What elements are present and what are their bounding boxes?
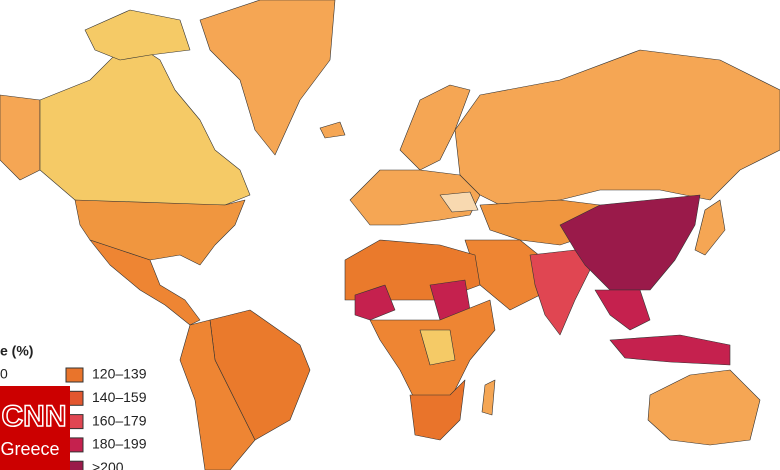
- mexico: [89, 239, 201, 326]
- russia: [454, 49, 780, 206]
- logo: CNN Greece: [0, 386, 70, 470]
- japan: [694, 199, 726, 256]
- legend-label: 0: [0, 366, 8, 382]
- legend-label: >200: [92, 459, 124, 470]
- scandinavia: [399, 84, 471, 171]
- legend-label: 160–179: [92, 412, 147, 428]
- legend-items: 120–139 140–159 160–179 180–199 >200: [65, 366, 147, 470]
- ukraine: [439, 191, 479, 213]
- legend-label: 140–159: [92, 389, 147, 405]
- sahel: [354, 284, 396, 321]
- indonesia: [609, 334, 731, 366]
- legend-swatch: [65, 367, 84, 383]
- legend-label: 180–199: [92, 436, 147, 452]
- legend: e (%) 0 120–139 140–159 160–179 180–199 >200: [0, 343, 147, 470]
- se-asia: [594, 289, 651, 331]
- southern-africa: [409, 379, 466, 441]
- alaska: [0, 94, 41, 181]
- logo-edition: Greece: [0, 439, 59, 459]
- congo: [419, 329, 456, 366]
- arctic-islands: [84, 9, 191, 61]
- legend-title: e (%): [0, 343, 33, 359]
- greenland: [199, 0, 336, 156]
- logo-brand: CNN: [2, 400, 67, 433]
- legend-label: 120–139: [92, 366, 147, 382]
- andes: [179, 319, 256, 470]
- iceland: [319, 121, 346, 139]
- china: [559, 194, 701, 291]
- australia: [647, 369, 761, 446]
- madagascar: [481, 379, 496, 416]
- logo-background: [0, 386, 70, 470]
- usa: [74, 199, 246, 266]
